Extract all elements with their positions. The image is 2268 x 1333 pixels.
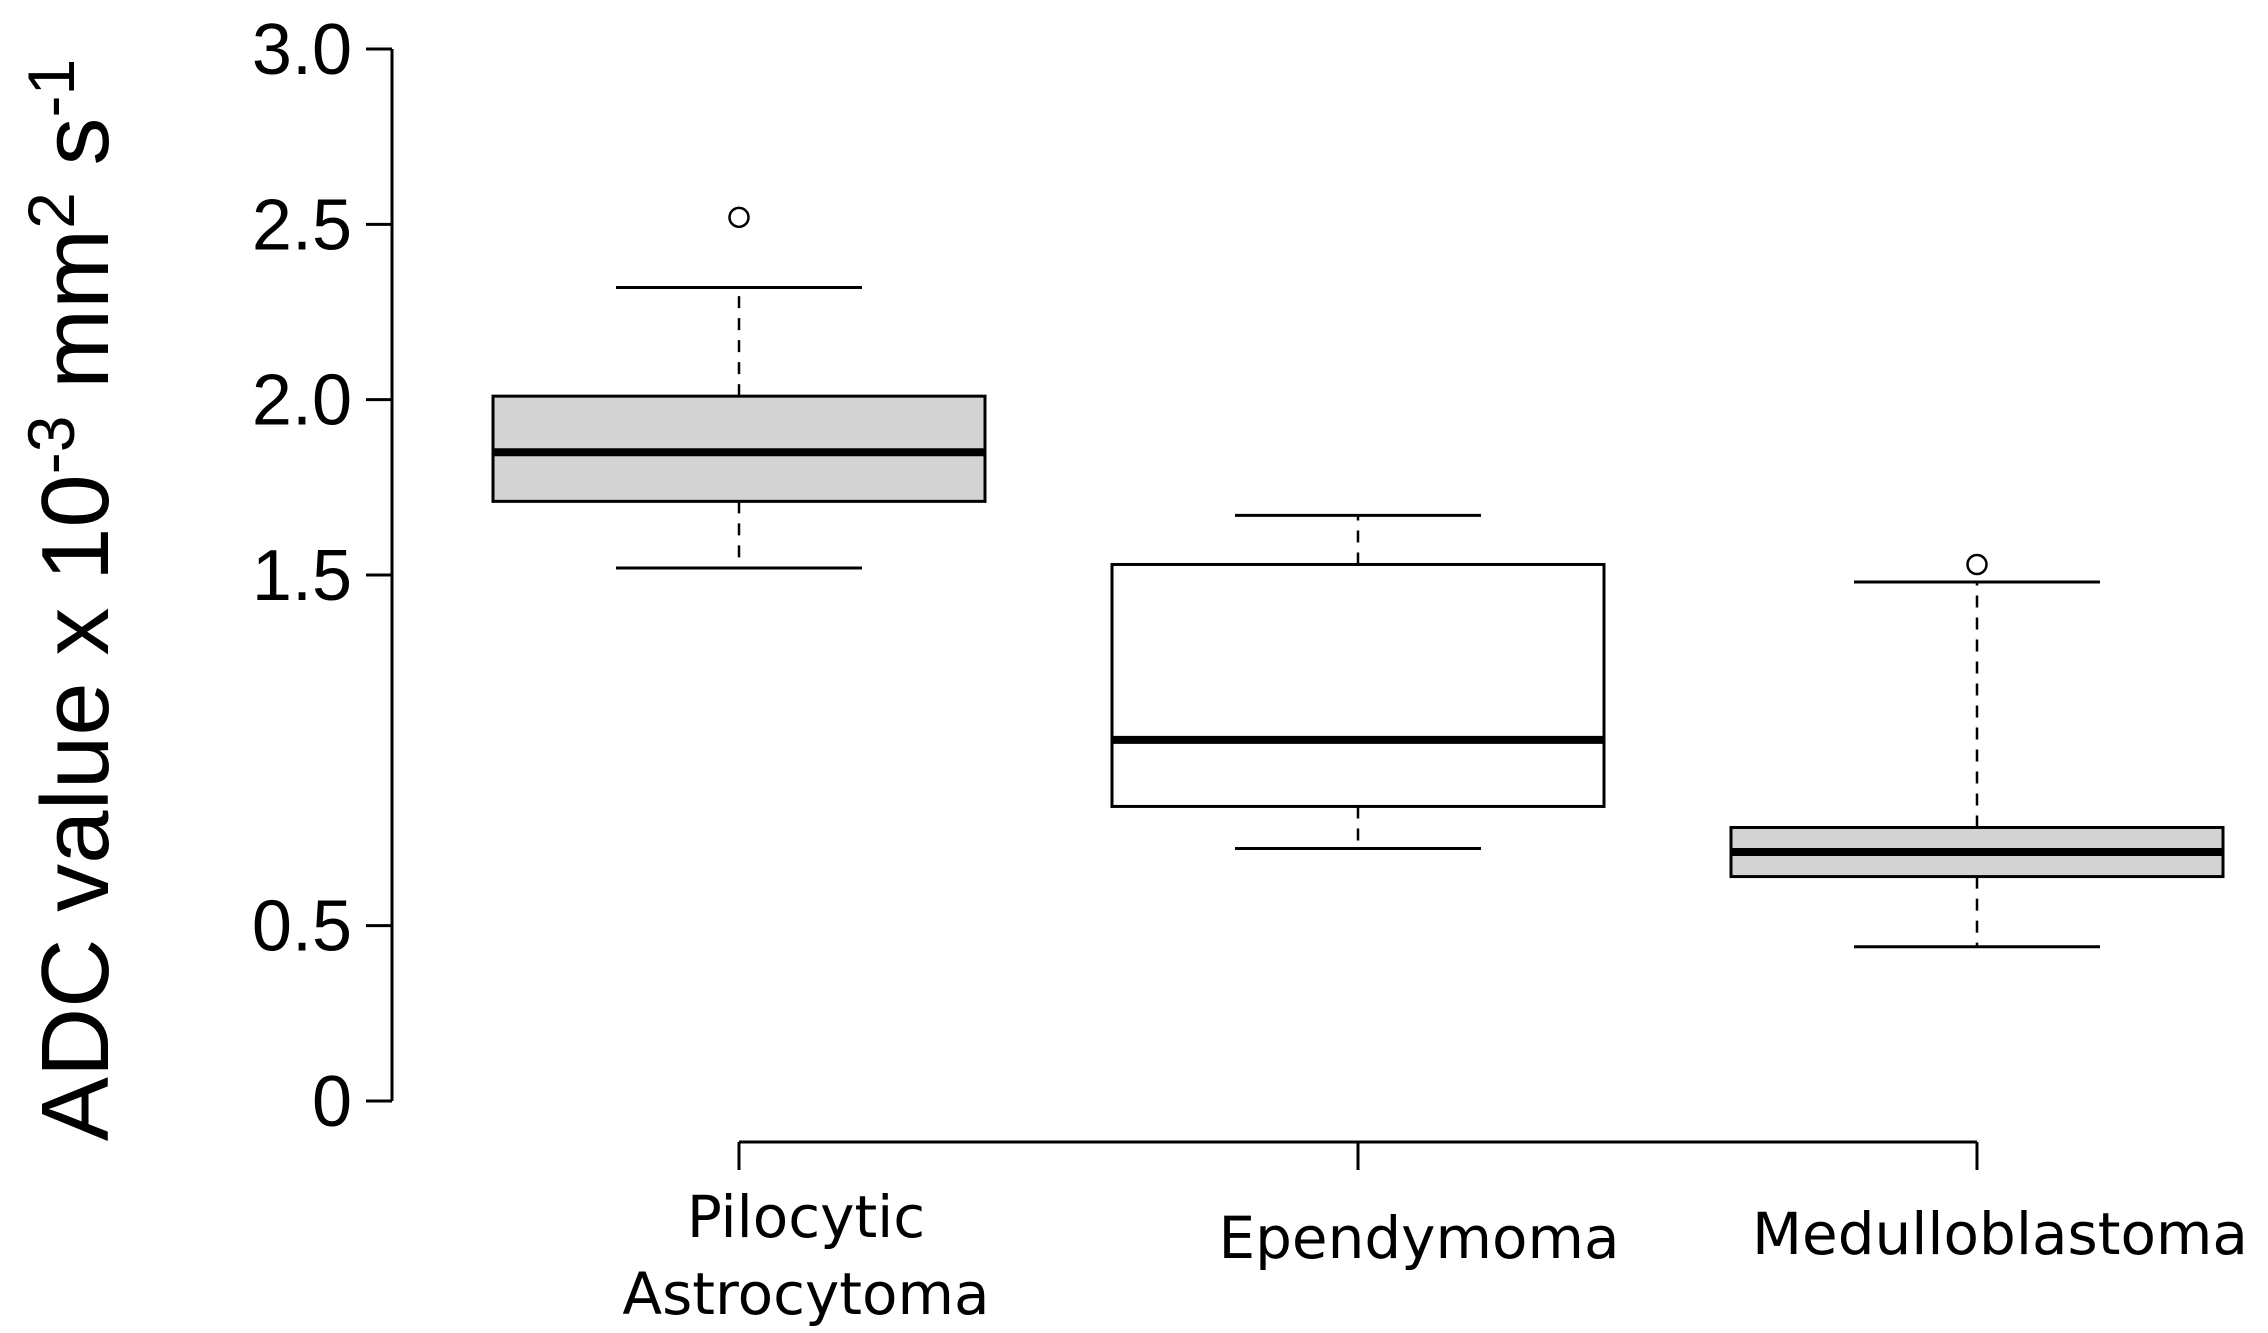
box-iqr (1110, 562, 1606, 808)
x-category-label: Astrocytoma (622, 1260, 989, 1328)
y-tick-label: 2.0 (252, 361, 352, 441)
y-tick-label: 1.5 (252, 536, 352, 616)
x-category-label: Ependymoma (1218, 1204, 1619, 1272)
outlier-point (1966, 553, 1988, 576)
y-axis: 0 0.5 1.5 2.0 2.5 3.0 (252, 10, 394, 1142)
boxes-group (491, 206, 2225, 949)
outlier-point (728, 206, 750, 229)
y-tick-label: 0.5 (252, 887, 352, 967)
x-category-label: Pilocytic (687, 1183, 925, 1251)
y-tick-label: 0 (312, 1062, 352, 1142)
y-tick-label: 3.0 (252, 10, 352, 90)
x-category-label: Medulloblastoma (1752, 1200, 2248, 1268)
y-axis-title: ADC value x 10-3 mm2 s-1 (14, 59, 129, 1141)
box-group (1110, 513, 1606, 851)
x-axis: Pilocytic Astrocytoma Ependymoma Medullobla… (622, 1140, 2248, 1328)
box-group (1729, 553, 2225, 949)
y-tick-label: 2.5 (252, 185, 352, 265)
box-group (491, 206, 987, 570)
